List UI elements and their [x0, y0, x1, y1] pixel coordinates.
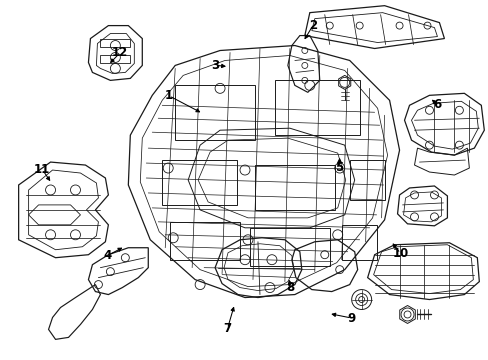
- Bar: [254, 165, 334, 210]
- Text: 4: 4: [103, 249, 112, 262]
- Text: 9: 9: [347, 311, 355, 325]
- Bar: [175, 85, 254, 140]
- Bar: [341, 225, 376, 260]
- Text: 12: 12: [112, 46, 128, 59]
- Text: 11: 11: [34, 163, 50, 176]
- Bar: [100, 39, 130, 46]
- Bar: [274, 80, 359, 135]
- Bar: [349, 160, 384, 200]
- Text: 2: 2: [308, 19, 316, 32]
- Text: 8: 8: [286, 281, 294, 294]
- Text: 6: 6: [432, 98, 440, 111]
- Bar: [162, 160, 237, 205]
- Bar: [170, 222, 240, 260]
- Text: 5: 5: [335, 161, 343, 174]
- Bar: [249, 228, 329, 266]
- Text: 3: 3: [211, 59, 219, 72]
- Text: 1: 1: [164, 89, 173, 102]
- Bar: [100, 55, 130, 63]
- Text: 10: 10: [391, 247, 408, 260]
- Text: 7: 7: [223, 322, 231, 335]
